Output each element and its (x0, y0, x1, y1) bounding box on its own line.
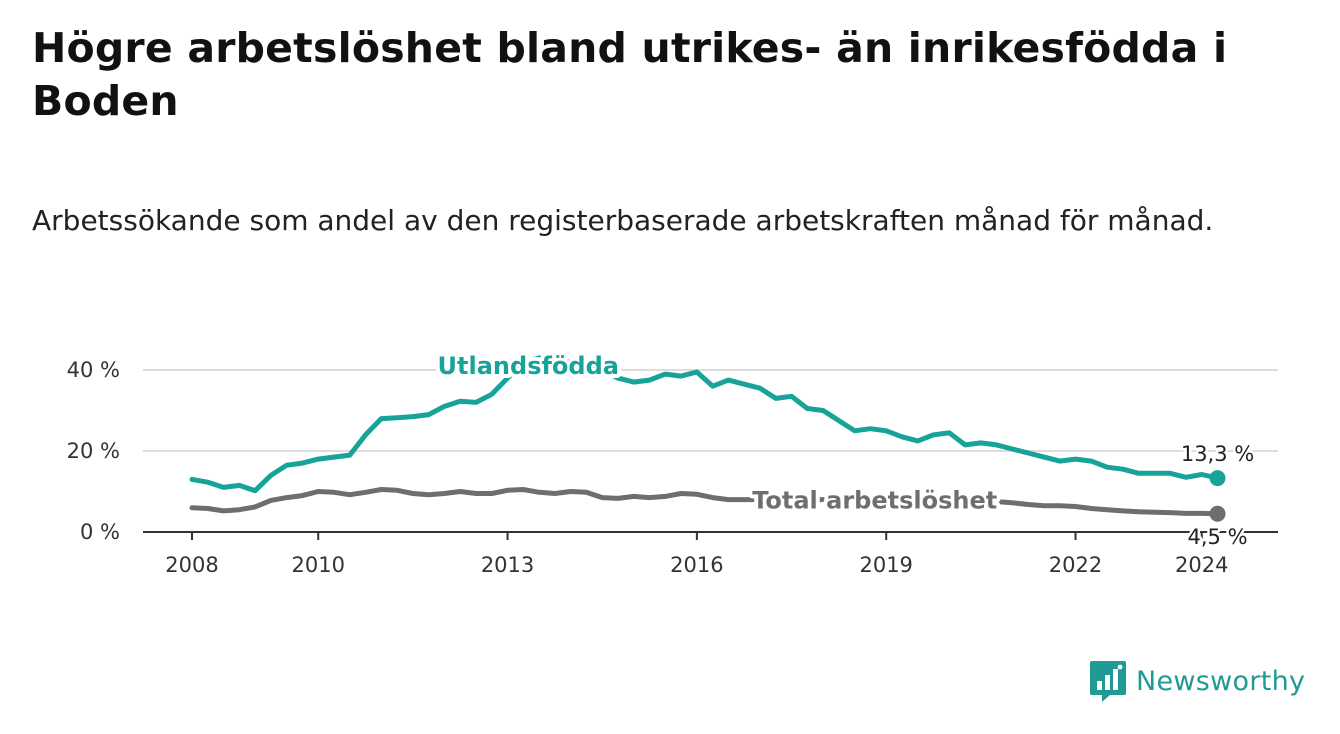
gridlines (143, 369, 1278, 452)
series-line-utlandsfodda (189, 355, 1220, 494)
x-tick-label: 2016 (670, 553, 723, 577)
chart-title: Högre arbetslöshet bland utrikes- än inr… (32, 24, 1228, 125)
x-tick-label: 2024 (1175, 553, 1228, 577)
end-label-total: 4,5 % (1188, 525, 1248, 549)
x-tick-label: 2022 (1049, 553, 1102, 577)
x-tick-label: 2010 (291, 553, 344, 577)
labels: Utlandsfödda Total arbetslöshet 13,3 % 4,5 … (434, 348, 1257, 551)
y-tick-label: 20 % (67, 439, 120, 463)
y-tick-label: 0 % (80, 520, 120, 544)
axes: 0 % 20 % 40 % 2008 2010 2013 2016 2019 2022 2024 (67, 358, 1278, 577)
x-tick-label: 2019 (859, 553, 912, 577)
x-tick-label: 2008 (165, 553, 218, 577)
brand-name: Newsworthy (1136, 665, 1306, 697)
series-line-total (189, 487, 1220, 517)
end-label-utlandsfodda: 13,3 % (1181, 442, 1254, 466)
series-label-utlandsfodda: Utlandsfödda (438, 352, 619, 380)
series-label-total: Total arbetslöshet (752, 487, 997, 515)
y-tick-label: 40 % (67, 358, 120, 382)
newsworthy-logo-icon (1090, 661, 1126, 702)
x-tick-label: 2013 (481, 553, 534, 577)
end-point-utlandsfodda (1209, 470, 1226, 487)
newsworthy-logo: Newsworthy (1088, 659, 1305, 703)
series-lines (189, 355, 1226, 522)
end-point-total (1209, 505, 1226, 522)
chart-subtitle: Arbetssökande som andel av den registerb… (32, 204, 1214, 237)
